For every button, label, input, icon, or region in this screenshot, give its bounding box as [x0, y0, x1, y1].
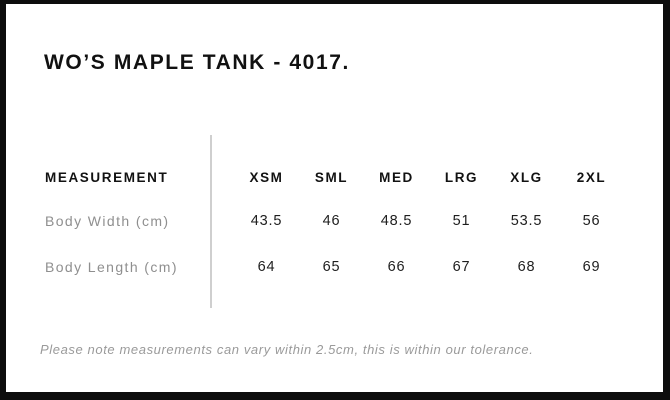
body-width-xlg-value: 53.5 [510, 213, 543, 229]
body-length-xsm-value: 64 [257, 259, 276, 275]
column-header-2xl: 2XL [576, 170, 607, 185]
row-label-body-length: Body Length (cm) [45, 259, 178, 275]
table-vertical-divider [210, 135, 212, 308]
column-header-xsm: XSM [249, 170, 284, 185]
tolerance-note: Please note measurements can vary within… [40, 342, 534, 357]
column-header-sml: SML [314, 170, 349, 185]
body-width-lrg-value: 51 [452, 213, 471, 229]
body-length-xlg-value: 68 [517, 259, 536, 275]
body-width-med-value: 48.5 [380, 213, 413, 229]
table-row-body-length: Body Length (cm) 64 65 66 67 68 69 [6, 257, 663, 277]
column-header-measurement: MEASUREMENT [45, 170, 169, 185]
table-header-row: MEASUREMENT XSM SML MED LRG XLG 2XL [6, 168, 663, 188]
column-header-med: MED [379, 170, 414, 185]
table-row-body-width: Body Width (cm) 43.5 46 48.5 51 53.5 56 [6, 211, 663, 231]
column-header-xlg: XLG [510, 170, 543, 185]
body-width-2xl-value: 56 [582, 213, 601, 229]
page-title: WO’S MAPLE TANK - 4017. [44, 51, 350, 74]
body-width-values: 43.5 46 48.5 51 53.5 56 [234, 211, 624, 231]
body-length-med-value: 66 [387, 259, 406, 275]
body-length-values: 64 65 66 67 68 69 [234, 257, 624, 277]
row-label-body-width: Body Width (cm) [45, 213, 170, 229]
column-header-lrg: LRG [444, 170, 479, 185]
body-length-sml-value: 65 [322, 259, 341, 275]
body-length-lrg-value: 67 [452, 259, 471, 275]
body-length-2xl-value: 69 [582, 259, 601, 275]
body-width-sml-value: 46 [322, 213, 341, 229]
body-width-xsm-value: 43.5 [250, 213, 283, 229]
size-column-headers: XSM SML MED LRG XLG 2XL [234, 168, 624, 188]
